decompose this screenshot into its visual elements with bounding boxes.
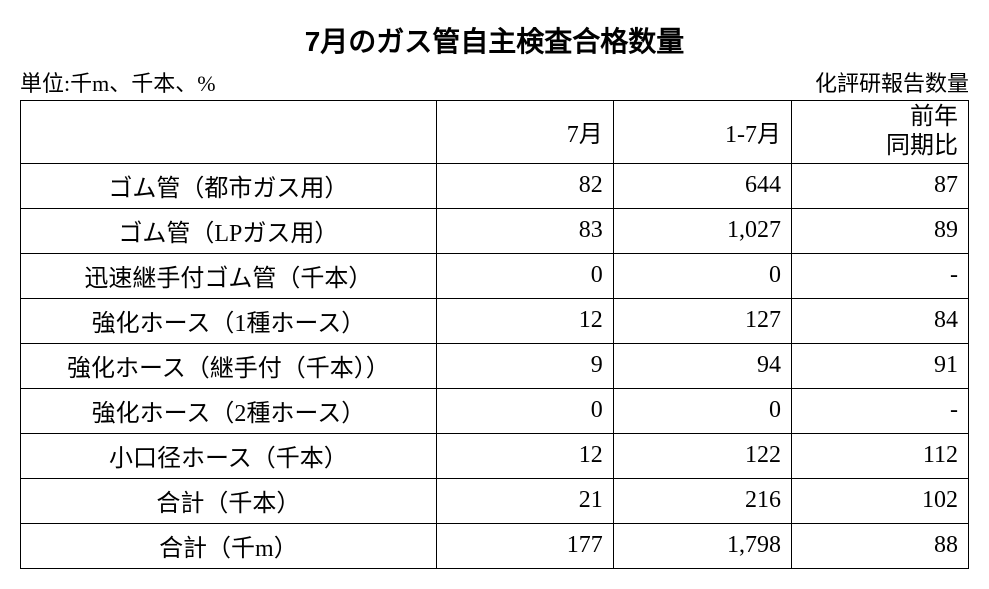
cell-yoy: 88 <box>792 523 969 568</box>
cell-ytd: 0 <box>613 388 791 433</box>
row-label: 合計（千本） <box>21 478 437 523</box>
subhead-row: 単位:千m、千本、% 化評研報告数量 <box>20 66 969 98</box>
cell-ytd: 216 <box>613 478 791 523</box>
cell-month: 83 <box>436 208 613 253</box>
cell-month: 12 <box>436 298 613 343</box>
cell-ytd: 127 <box>613 298 791 343</box>
cell-ytd: 1,798 <box>613 523 791 568</box>
col-header-ytd: 1-7月 <box>613 101 791 164</box>
cell-ytd: 94 <box>613 343 791 388</box>
cell-ytd: 1,027 <box>613 208 791 253</box>
table-header-row: 7月 1-7月 前年 同期比 <box>21 101 969 164</box>
row-label: 小口径ホース（千本） <box>21 433 437 478</box>
cell-yoy: - <box>792 253 969 298</box>
cell-month: 82 <box>436 163 613 208</box>
cell-ytd: 0 <box>613 253 791 298</box>
col-header-yoy-line1: 前年 <box>910 104 958 130</box>
cell-yoy: 91 <box>792 343 969 388</box>
document-container: 7月のガス管自主検査合格数量 単位:千m、千本、% 化評研報告数量 7月 1-7… <box>20 20 969 569</box>
table-row: 強化ホース（継手付（千本）） 9 94 91 <box>21 343 969 388</box>
row-label: ゴム管（LPガス用） <box>21 208 437 253</box>
table-body: ゴム管（都市ガス用） 82 644 87 ゴム管（LPガス用） 83 1,027… <box>21 163 969 568</box>
cell-yoy: 112 <box>792 433 969 478</box>
table-row: 合計（千本） 21 216 102 <box>21 478 969 523</box>
row-label: 強化ホース（2種ホース） <box>21 388 437 433</box>
table-row: 合計（千m） 177 1,798 88 <box>21 523 969 568</box>
row-label: 迅速継手付ゴム管（千本） <box>21 253 437 298</box>
table-row: 強化ホース（1種ホース） 12 127 84 <box>21 298 969 343</box>
row-label: 合計（千m） <box>21 523 437 568</box>
data-table: 7月 1-7月 前年 同期比 ゴム管（都市ガス用） 82 644 87 ゴム管（… <box>20 100 969 569</box>
source-label: 化評研報告数量 <box>815 66 969 98</box>
table-row: 小口径ホース（千本） 12 122 112 <box>21 433 969 478</box>
cell-yoy: 84 <box>792 298 969 343</box>
cell-month: 0 <box>436 253 613 298</box>
table-row: 強化ホース（2種ホース） 0 0 - <box>21 388 969 433</box>
col-header-category <box>21 101 437 164</box>
page-title: 7月のガス管自主検査合格数量 <box>20 20 969 60</box>
row-label: 強化ホース（1種ホース） <box>21 298 437 343</box>
cell-month: 0 <box>436 388 613 433</box>
cell-month: 21 <box>436 478 613 523</box>
cell-yoy: - <box>792 388 969 433</box>
table-row: ゴム管（都市ガス用） 82 644 87 <box>21 163 969 208</box>
cell-month: 177 <box>436 523 613 568</box>
cell-month: 12 <box>436 433 613 478</box>
col-header-month: 7月 <box>436 101 613 164</box>
table-row: ゴム管（LPガス用） 83 1,027 89 <box>21 208 969 253</box>
table-row: 迅速継手付ゴム管（千本） 0 0 - <box>21 253 969 298</box>
cell-yoy: 102 <box>792 478 969 523</box>
unit-label: 単位:千m、千本、% <box>20 66 216 98</box>
row-label: ゴム管（都市ガス用） <box>21 163 437 208</box>
cell-ytd: 644 <box>613 163 791 208</box>
cell-month: 9 <box>436 343 613 388</box>
col-header-yoy: 前年 同期比 <box>792 101 969 164</box>
col-header-yoy-line2: 同期比 <box>886 133 958 159</box>
cell-yoy: 89 <box>792 208 969 253</box>
row-label: 強化ホース（継手付（千本）） <box>21 343 437 388</box>
cell-yoy: 87 <box>792 163 969 208</box>
cell-ytd: 122 <box>613 433 791 478</box>
